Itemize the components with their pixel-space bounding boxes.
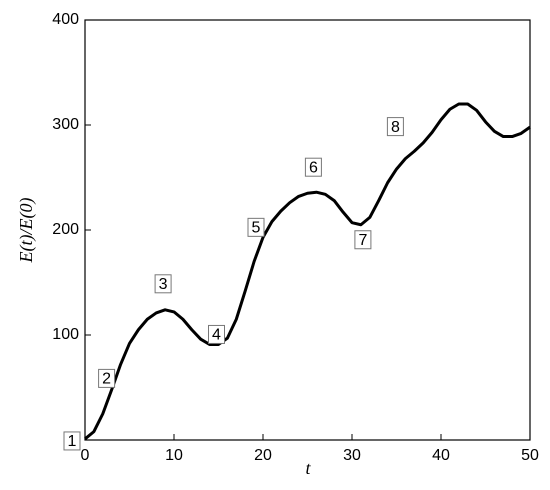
line: [84, 102, 531, 441]
annotation: 2: [102, 371, 111, 388]
annotation-box: [247, 217, 265, 237]
annotation-box: [208, 324, 225, 344]
y-axis-title: E(t)/E(0): [16, 198, 37, 264]
annotation: 3: [159, 276, 168, 293]
annotation: 7: [358, 232, 367, 249]
annotation: 1: [68, 433, 77, 450]
annotation-box: [354, 230, 372, 250]
y-tick-label: 300: [52, 116, 79, 133]
y-tick-label: 100: [52, 326, 79, 343]
annotation: 5: [252, 220, 261, 237]
annotation-box: [386, 117, 404, 137]
annotation: 8: [391, 119, 400, 136]
x-tick-label: 40: [432, 447, 450, 464]
y-tick-label: 400: [52, 11, 79, 28]
y-tick-label: 200: [52, 221, 79, 238]
x-axis-title: t: [305, 458, 311, 478]
x-tick-label: 0: [81, 447, 90, 464]
annotation-box: [304, 157, 322, 177]
annotation-box: [154, 274, 172, 294]
x-tick-label: 20: [254, 447, 272, 464]
x-tick-label: 50: [521, 447, 539, 464]
plot-frame: [84, 19, 531, 441]
annotation: 4: [212, 327, 221, 344]
x-tick-label: 10: [165, 447, 183, 464]
annotation: 6: [309, 159, 318, 176]
annotation-box: [63, 431, 81, 451]
x-tick-label: 30: [343, 447, 361, 464]
annotation-box: [98, 368, 116, 388]
